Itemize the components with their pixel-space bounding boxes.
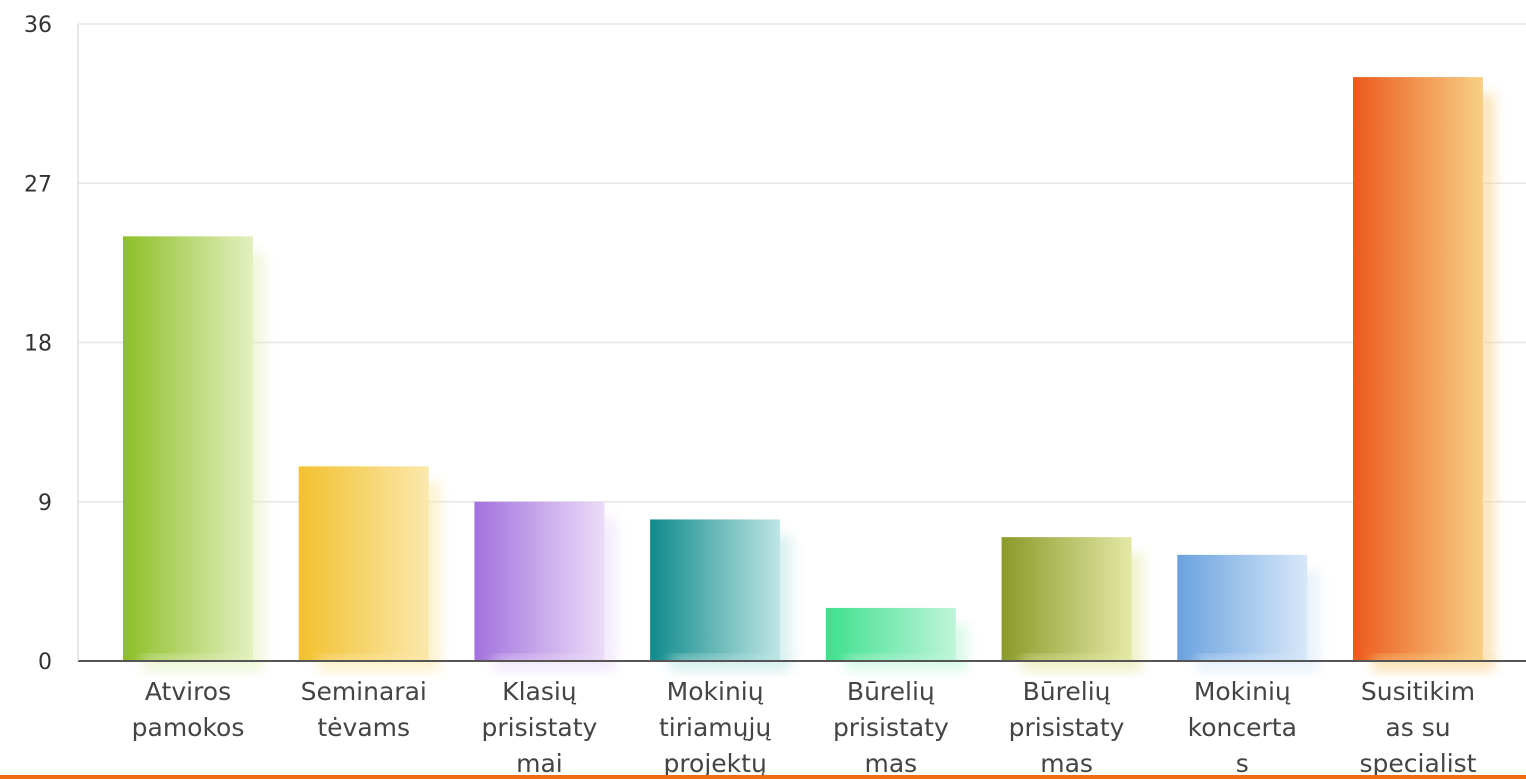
bar-base-glow <box>318 655 439 673</box>
y-tick-label: 9 <box>38 491 52 516</box>
x-category-label-line: Susitikim <box>1361 677 1475 706</box>
x-category-label-line: Klasių <box>502 677 577 706</box>
bar-group <box>825 607 968 673</box>
x-category-label-line: mai <box>516 749 563 778</box>
x-category-label-line: pamokos <box>132 713 245 742</box>
x-category-label-line: tėvams <box>317 713 410 742</box>
x-category-label-line: Atviros <box>145 677 231 706</box>
bar <box>1177 554 1308 661</box>
x-category-label: Atviros pamokos <box>132 677 245 742</box>
x-category-label: Klasių prisistaty mai <box>482 677 598 778</box>
x-category-label-line: specialist <box>1359 749 1476 778</box>
bar-base-glow <box>1197 655 1318 673</box>
y-tick-label: 27 <box>24 172 52 197</box>
bar-base-glow <box>1373 655 1493 673</box>
bottom-accent-rule <box>0 775 1526 779</box>
bar <box>298 466 429 661</box>
x-category-label: Mokinių tiriamųjų projektų <box>659 677 771 778</box>
x-category-label-line: Seminarai <box>301 677 427 706</box>
x-category-label-line: tiriamųjų <box>659 713 771 742</box>
x-category-label-line: prisistaty <box>833 713 949 742</box>
bar <box>1001 537 1132 661</box>
bar-base-glow <box>143 655 263 673</box>
x-category-label: Būrelių prisistaty mas <box>833 677 949 778</box>
bar-group <box>298 466 441 673</box>
y-axis-ticks: 0 9 18 27 36 <box>24 13 52 675</box>
bar-base-glow <box>845 655 966 673</box>
bar-base-glow <box>494 655 615 673</box>
x-category-label-line: mas <box>865 749 918 778</box>
gridlines <box>78 23 1526 503</box>
bar <box>825 607 956 661</box>
x-category-label-line: mas <box>1040 749 1093 778</box>
x-category-label: Susitikim as su specialist <box>1359 677 1476 778</box>
bar-group <box>1177 554 1320 673</box>
bar <box>1353 77 1483 662</box>
x-category-label-line: koncerta <box>1188 713 1297 742</box>
bars <box>123 77 1495 673</box>
x-category-label-line: Mokinių <box>1194 677 1291 706</box>
x-category-label-line: prisistaty <box>482 713 598 742</box>
bar-group <box>474 501 617 673</box>
bar-group <box>1353 77 1495 673</box>
x-category-label-line: as su <box>1385 713 1450 742</box>
bar-base-glow <box>1021 655 1142 673</box>
x-category-label-line: Mokinių <box>667 677 764 706</box>
y-tick-label: 18 <box>24 332 52 357</box>
x-category-label-line: Būrelių <box>1023 677 1111 706</box>
bar <box>650 519 781 661</box>
x-category-label: Būrelių prisistaty mas <box>1009 677 1125 778</box>
bar <box>474 501 605 661</box>
x-category-label-line: prisistaty <box>1009 713 1125 742</box>
x-category-label-line: Būrelių <box>847 677 935 706</box>
y-tick-label: 0 <box>38 650 52 675</box>
x-category-label: Seminarai tėvams <box>301 677 427 742</box>
bar-group <box>650 519 793 673</box>
bar <box>123 236 253 662</box>
y-tick-label: 36 <box>24 13 52 38</box>
bar-group <box>1001 537 1144 673</box>
x-category-label: Mokinių koncerta s <box>1188 677 1297 778</box>
x-category-label-line: s <box>1236 749 1249 778</box>
bar-group <box>123 236 265 673</box>
x-axis-labels: Atviros pamokos Seminarai tėvams Klasių prisi… <box>132 677 1477 778</box>
x-category-label-line: projektų <box>663 749 767 778</box>
bar-base-glow <box>670 655 791 673</box>
